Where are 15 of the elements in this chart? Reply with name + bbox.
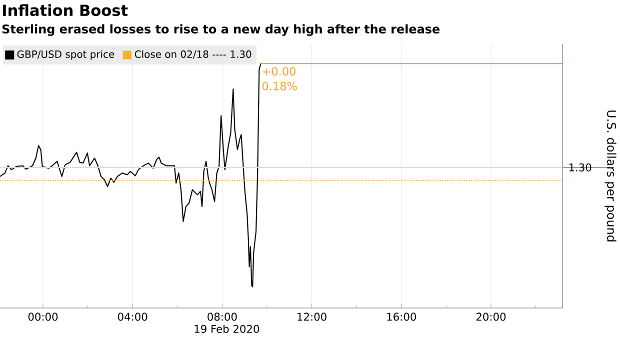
x-tick-label: 00:00 [28, 312, 58, 321]
x-tick-label: 12:00 [298, 312, 326, 321]
x-axis-title: 19 Feb 2020 [194, 324, 260, 333]
x-tick-label: 08:00 [208, 312, 237, 321]
y-axis-title: U.S. dollars per pound [604, 110, 616, 242]
chart-title: Inflation Boost [2, 4, 128, 16]
annotation: 0.18% [262, 82, 297, 90]
x-tick-label: 16:00 [387, 312, 416, 321]
x-tick-label: 20:00 [476, 312, 506, 321]
text: 1.30 [569, 163, 592, 172]
legend-label: GBP/USD spot price [17, 50, 114, 60]
x-tick-label: 04:00 [118, 312, 148, 321]
legend-label: Close on 02/18 ---- 1.30 [134, 50, 252, 59]
chart-subtitle: Sterling erased losses to rise to a new day high after the release [2, 24, 440, 36]
annotation: +0.00 [262, 67, 296, 76]
